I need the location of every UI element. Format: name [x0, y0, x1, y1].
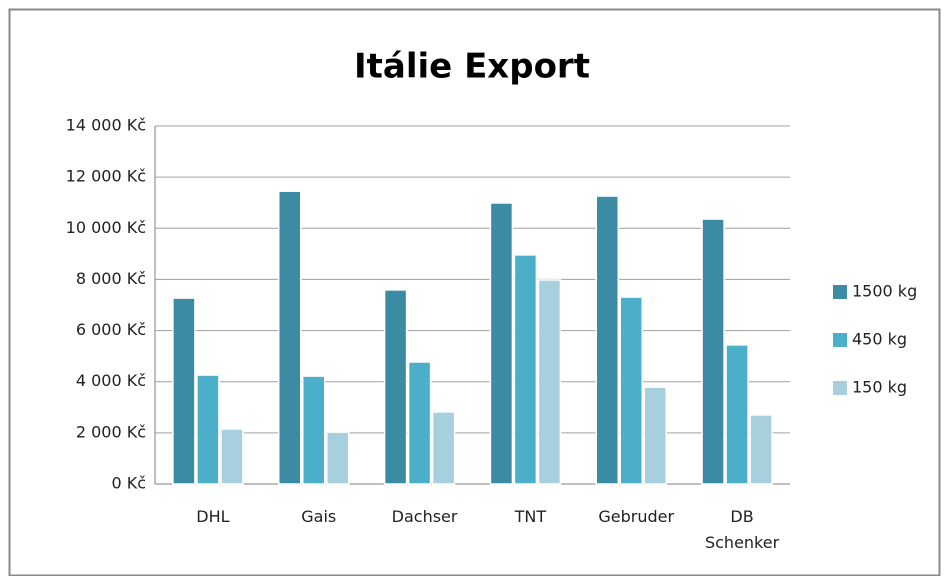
y-tick-label: 4 000 Kč [76, 371, 146, 390]
bar [278, 190, 302, 485]
y-tick-label: 6 000 Kč [76, 320, 146, 339]
y-tick-label: 2 000 Kč [76, 422, 146, 441]
bar [749, 414, 773, 485]
bar [489, 202, 514, 485]
bar [302, 375, 326, 485]
x-tick-label: DHL [196, 507, 230, 526]
legend-label: 150 kg [852, 378, 907, 397]
y-tick-label: 8 000 Kč [76, 269, 146, 288]
bar [537, 279, 562, 485]
x-tick-label: Gebruder [598, 507, 675, 526]
y-tick-label: 14 000 Kč [66, 116, 146, 135]
bar [172, 297, 196, 485]
bar [220, 428, 244, 485]
y-tick-label: 0 Kč [111, 474, 146, 493]
x-tick-label: DB Schenker [704, 507, 780, 552]
x-tick-label: Dachser [391, 507, 458, 526]
bar [383, 289, 408, 485]
y-tick-label: 12 000 Kč [66, 167, 146, 186]
bar [619, 296, 643, 485]
legend-label: 450 kg [852, 330, 907, 349]
y-tick-label: 10 000 Kč [66, 218, 146, 237]
bar [326, 431, 350, 485]
legend-label: 1500 kg [852, 282, 917, 301]
x-tick-label: TNT [514, 507, 547, 526]
legend-swatch [833, 381, 847, 395]
bar [725, 344, 749, 485]
x-tick-label: Gais [301, 507, 337, 526]
bar [701, 218, 725, 485]
bar [513, 254, 538, 485]
bar [407, 361, 432, 485]
legend-swatch [833, 333, 847, 347]
bar [431, 411, 456, 485]
chart-frame [8, 8, 941, 576]
bar [196, 374, 220, 485]
bar [595, 195, 619, 485]
bar [643, 386, 667, 485]
chart-title: Itálie Export [354, 47, 590, 87]
legend-swatch [833, 285, 847, 299]
